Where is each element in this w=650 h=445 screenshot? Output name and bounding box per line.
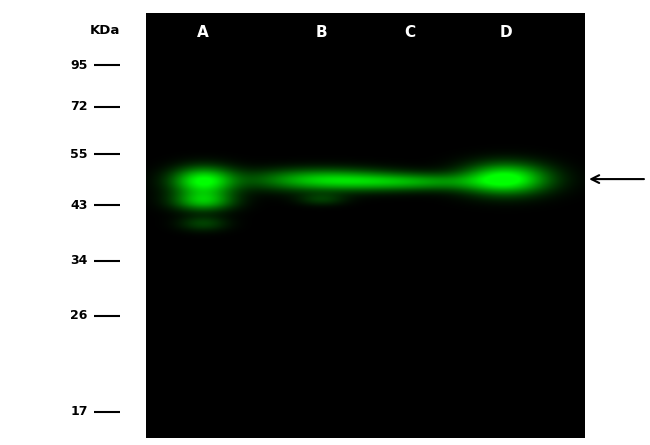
Text: KDa: KDa (90, 24, 120, 37)
Text: 34: 34 (70, 254, 88, 267)
Text: D: D (500, 25, 512, 40)
Text: C: C (404, 25, 415, 40)
Text: A: A (198, 25, 209, 40)
Text: 17: 17 (70, 405, 88, 418)
Text: 26: 26 (70, 309, 88, 323)
Text: 95: 95 (70, 59, 88, 72)
Text: 43: 43 (70, 199, 88, 212)
Text: 72: 72 (70, 100, 88, 113)
Text: 55: 55 (70, 148, 88, 161)
Text: B: B (316, 25, 328, 40)
